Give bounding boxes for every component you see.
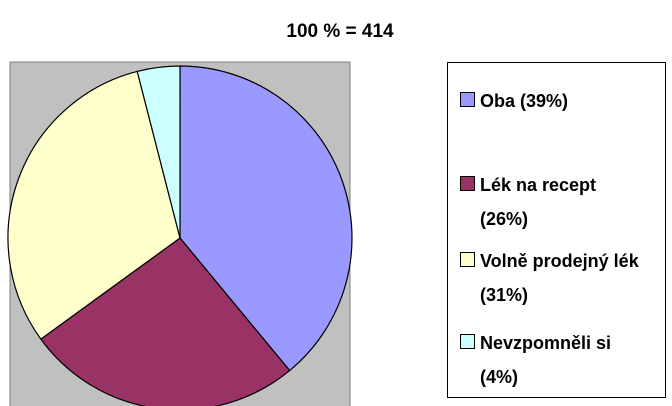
legend-item: Nevzpomněli si (4%) — [460, 326, 648, 394]
legend-swatch — [460, 334, 475, 349]
legend-swatch — [460, 92, 475, 107]
pie-slice — [40, 237, 291, 406]
legend-label: Nevzpomněli si (4%) — [480, 333, 612, 387]
legend-item: Oba (39%) — [460, 84, 648, 118]
legend-label: Volně prodejný lék (31%) — [480, 251, 639, 305]
chart-title: 100 % = 414 — [286, 21, 394, 42]
legend-label: Oba (39%) — [480, 91, 569, 111]
legend-label: Lék na recept (26%) — [480, 175, 597, 229]
legend: Oba (39%) Lék na recept (26%) Volně prodej… — [447, 62, 666, 398]
legend-swatch — [460, 176, 475, 191]
pie-slice — [136, 65, 181, 239]
legend-swatch — [460, 252, 475, 267]
legend-item: Lék na recept (26%) — [460, 168, 648, 236]
legend-item: Volně prodejný lék (31%) — [460, 244, 648, 312]
pie-slice — [7, 70, 181, 340]
pie-slice — [179, 65, 353, 372]
